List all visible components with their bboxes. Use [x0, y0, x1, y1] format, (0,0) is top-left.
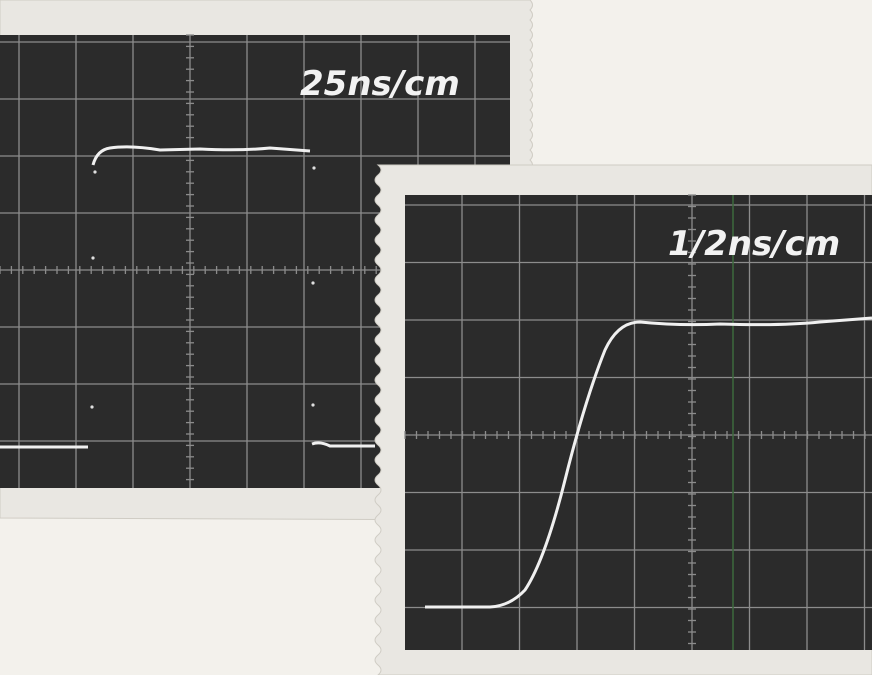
graticule [404, 194, 872, 650]
trace-dots [90, 166, 316, 409]
scope-screen [405, 195, 872, 650]
sweep-label: 25ns/cm [300, 64, 460, 104]
sweep-label: 1/2ns/cm [668, 224, 840, 264]
trace [425, 316, 872, 609]
trace [0, 145, 375, 449]
